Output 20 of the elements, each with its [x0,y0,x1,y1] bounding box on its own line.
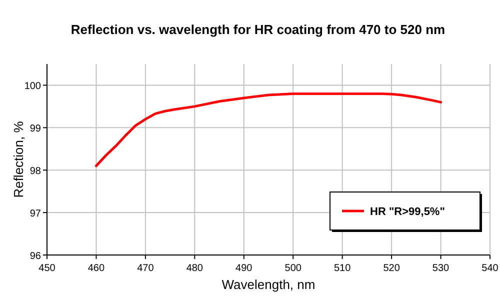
x-axis-title: Wavelength, nm [222,277,316,292]
x-tick-label: 530 [432,263,450,274]
y-tick-label: 97 [30,208,42,220]
x-tick-label: 520 [383,263,400,274]
y-tick-label: 100 [24,81,42,92]
chart-title: Reflection vs. wavelength for HR coating from 470 to 520 nm [70,22,446,37]
y-tick-label: 96 [30,251,42,262]
x-tick-label: 500 [284,263,302,274]
x-tick-label: 450 [38,263,56,274]
x-tick-label: 540 [482,263,499,274]
x-tick-label: 460 [88,263,105,274]
x-tick-label: 470 [137,263,154,274]
x-tick-label: 480 [186,263,204,274]
x-tick-label: 510 [334,263,352,274]
y-tick-label: 98 [30,166,42,178]
legend-label: HR "R>99,5%" [370,206,445,218]
y-tick-label: 99 [30,124,42,135]
y-axis-title: Reflection, % [11,120,26,198]
x-tick-label: 490 [236,263,253,274]
line-series [94,92,442,168]
